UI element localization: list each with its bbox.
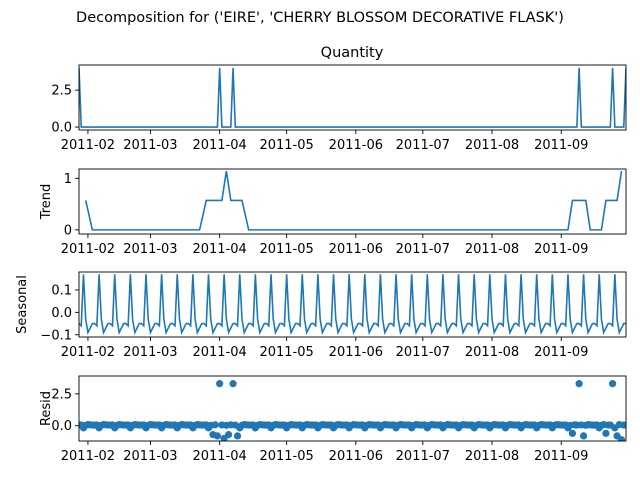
x-tick-label: 2011-02 [61, 449, 115, 464]
panel-4: 0.0 2.5 2011-02 2011-03 2011-04 2011-05 2011-0… [39, 375, 627, 464]
x-tick-label: 2011-06 [329, 242, 383, 257]
panel-2: 0 1 2011-02 2011-03 2011-04 2011-05 2011-06 201… [39, 168, 627, 257]
y-tick-label: 0.0 [51, 121, 72, 136]
x-tick-label: 2011-04 [192, 345, 246, 360]
resid-point [579, 432, 588, 440]
x-tick-label: 2011-08 [465, 449, 519, 464]
x-tick-label: 2011-08 [465, 138, 519, 153]
x-tick-label: 2011-09 [534, 449, 588, 464]
x-tick-label: 2011-06 [329, 449, 383, 464]
axes-frame-1 [78, 64, 627, 131]
resid-point [609, 380, 617, 388]
y-tick-label: 0 [64, 223, 72, 238]
x-tick-label: 2011-08 [465, 345, 519, 360]
y-tick-label: 0.0 [51, 306, 72, 321]
x-tick-label: 2011-05 [259, 242, 313, 257]
resid-point [211, 421, 219, 429]
resid-point [233, 432, 242, 440]
resid-point [229, 380, 237, 388]
x-tick-label: 2011-07 [396, 449, 450, 464]
quantity-panel-title: Quantity [321, 45, 384, 61]
x-tick-label: 2011-02 [61, 138, 115, 153]
resid-point [216, 380, 224, 388]
y-axis-label: Resid [39, 391, 54, 426]
x-tick-label: 2011-05 [259, 138, 313, 153]
y-tick-label: 2.5 [51, 387, 72, 402]
panel-3: −0.1 0.0 0.1 2011-02 2011-03 2011-04 2011-05 20… [15, 271, 627, 360]
x-tick-label: 2011-07 [396, 345, 450, 360]
y-axis-label: Trend [39, 184, 54, 221]
axes-frame-3 [78, 271, 627, 338]
x-tick-label: 2011-04 [192, 449, 246, 464]
y-tick-label: 1 [64, 172, 72, 187]
x-tick-label: 2011-09 [534, 138, 588, 153]
y-axis-label: Seasonal [15, 275, 30, 334]
x-tick-label: 2011-09 [534, 345, 588, 360]
x-tick-label: 2011-02 [61, 345, 115, 360]
x-tick-label: 2011-04 [192, 138, 246, 153]
series-line-2 [84, 170, 623, 231]
x-tick-label: 2011-09 [534, 242, 588, 257]
axes-frame-2 [78, 168, 627, 235]
x-tick-label: 2011-03 [123, 449, 177, 464]
y-tick-label: 0.1 [51, 283, 72, 298]
axes-frame-4 [78, 375, 627, 442]
x-tick-label: 2011-06 [329, 345, 383, 360]
x-tick-label: 2011-03 [123, 345, 177, 360]
resid-point [224, 431, 233, 439]
x-tick-label: 2011-04 [192, 242, 246, 257]
y-tick-label: 2.5 [51, 84, 72, 99]
figure-title: Decomposition for ('EIRE', 'CHERRY BLOSS… [76, 10, 564, 26]
x-tick-label: 2011-06 [329, 138, 383, 153]
x-tick-label: 2011-07 [396, 138, 450, 153]
y-tick-label: −0.1 [40, 328, 72, 343]
series-line-3 [79, 274, 626, 336]
x-tick-label: 2011-02 [61, 242, 115, 257]
resid-point [617, 436, 626, 441]
resid-point [622, 421, 626, 429]
resid-point [602, 429, 610, 437]
panel-1: 0.0 2.5 2011-02 2011-03 2011-04 2011-05 2011-0… [51, 64, 627, 153]
resid-points [79, 380, 626, 441]
x-tick-label: 2011-05 [259, 345, 313, 360]
resid-point [213, 432, 222, 440]
y-tick-label: 0.0 [51, 419, 72, 434]
x-tick-label: 2011-08 [465, 242, 519, 257]
resid-point [568, 429, 577, 437]
x-tick-label: 2011-03 [123, 138, 177, 153]
x-tick-label: 2011-05 [259, 449, 313, 464]
series-line-1 [79, 67, 626, 128]
resid-point [575, 380, 583, 388]
x-tick-label: 2011-03 [123, 242, 177, 257]
x-tick-label: 2011-07 [396, 242, 450, 257]
